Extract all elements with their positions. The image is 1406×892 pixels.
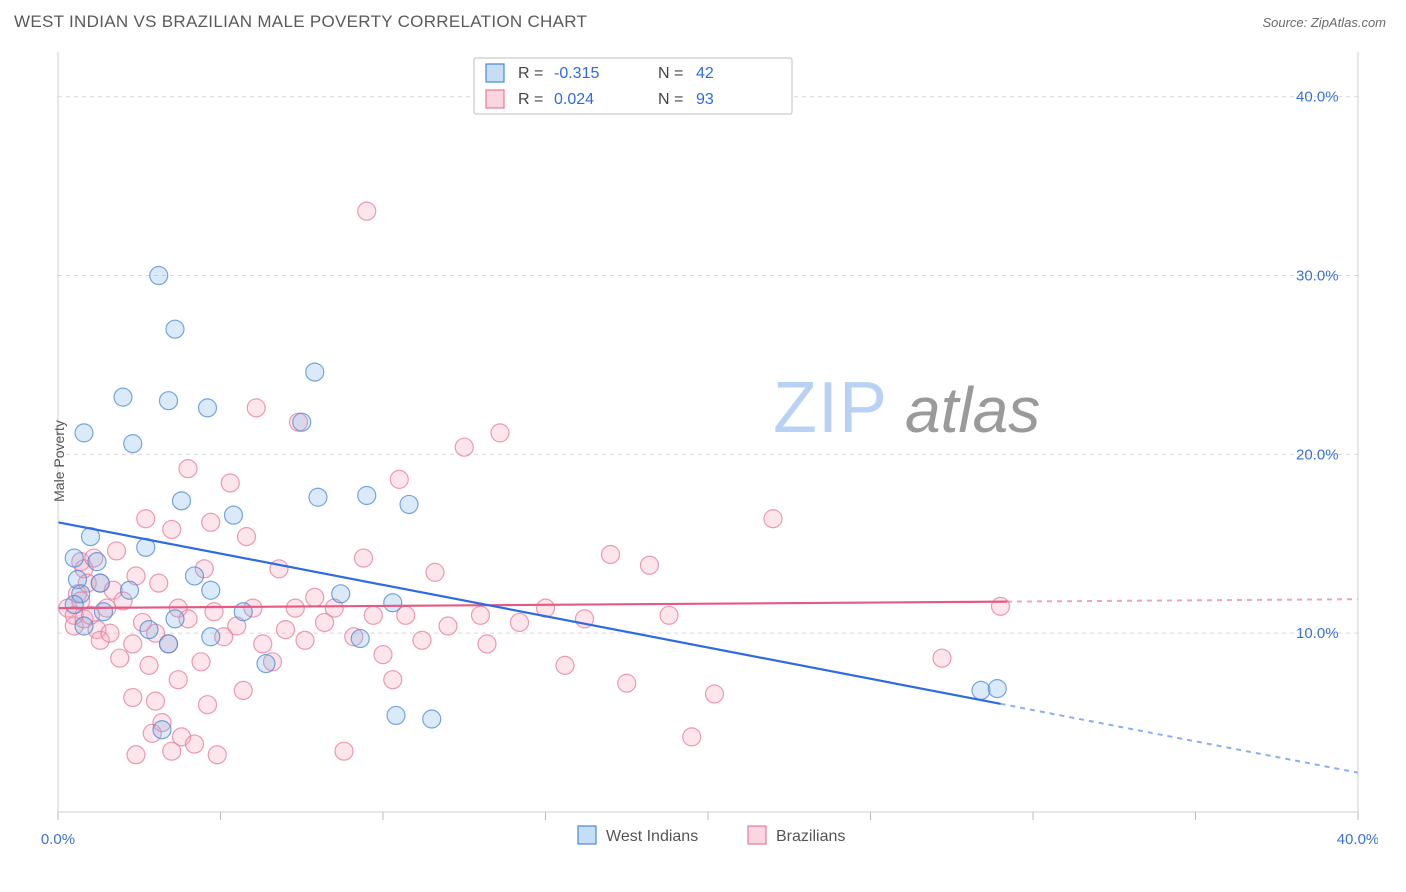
stats-legend: R = -0.315 N = 42 R = 0.024 N = 93 bbox=[474, 58, 792, 114]
svg-text:R =: R = bbox=[518, 91, 543, 108]
series-legend: West Indians Brazilians bbox=[578, 826, 845, 845]
svg-text:ZIP: ZIP bbox=[773, 368, 888, 448]
x-tick-label: 0.0% bbox=[41, 831, 75, 848]
y-tick-label: 20.0% bbox=[1296, 446, 1339, 463]
regression-brazilians bbox=[58, 602, 1007, 609]
legend-swatch bbox=[486, 64, 504, 82]
regression-west_indians-extrapolated bbox=[1001, 704, 1359, 773]
correlation-chart: 10.0% 20.0% 30.0% 40.0% ZIPatlas 0.0% 40.0% R =… bbox=[14, 44, 1378, 872]
svg-text:R =: R = bbox=[518, 65, 543, 82]
svg-text:N =: N = bbox=[658, 65, 683, 82]
regression-brazilians-extrapolated bbox=[1007, 599, 1358, 601]
watermark: ZIPatlas bbox=[773, 368, 1040, 448]
regression-west_indians bbox=[58, 522, 1001, 704]
legend-series-label: Brazilians bbox=[776, 828, 845, 845]
legend-n-value: 42 bbox=[696, 65, 714, 82]
legend-swatch bbox=[748, 826, 766, 844]
legend-series-label: West Indians bbox=[606, 828, 698, 845]
legend-swatch bbox=[578, 826, 596, 844]
chart-source: Source: ZipAtlas.com bbox=[1262, 15, 1386, 30]
y-tick-label: 10.0% bbox=[1296, 625, 1339, 642]
x-tick-label: 40.0% bbox=[1337, 831, 1378, 848]
legend-r-value: -0.315 bbox=[554, 65, 599, 82]
legend-n-value: 93 bbox=[696, 91, 714, 108]
y-axis-label: Male Poverty bbox=[51, 420, 67, 502]
svg-text:atlas: atlas bbox=[905, 374, 1040, 446]
legend-swatch bbox=[486, 90, 504, 108]
legend-r-value: 0.024 bbox=[554, 91, 594, 108]
svg-text:N =: N = bbox=[658, 91, 683, 108]
chart-title: WEST INDIAN VS BRAZILIAN MALE POVERTY CO… bbox=[14, 12, 587, 32]
series-brazilians bbox=[59, 202, 1010, 764]
y-tick-label: 40.0% bbox=[1296, 89, 1339, 106]
y-tick-label: 30.0% bbox=[1296, 268, 1339, 285]
